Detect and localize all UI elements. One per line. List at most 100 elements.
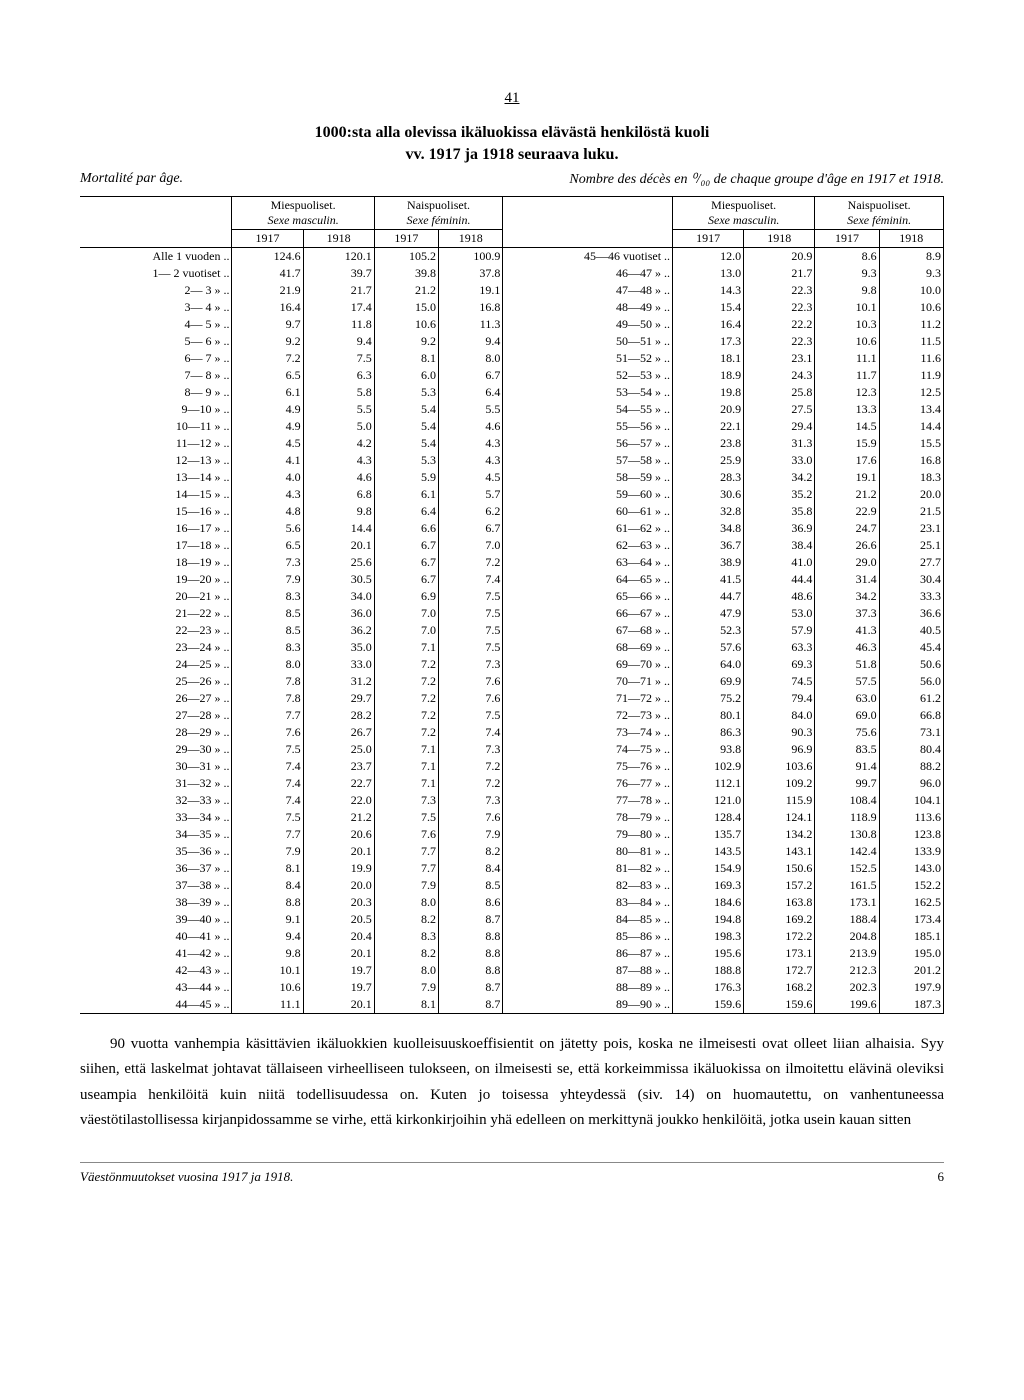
cell: 8.0 bbox=[374, 894, 438, 911]
header-female-fr-2: Sexe féminin. bbox=[847, 213, 911, 227]
cell: 4.1 bbox=[232, 452, 303, 469]
cell: 93.8 bbox=[673, 741, 744, 758]
cell: 22.1 bbox=[673, 418, 744, 435]
cell: 15.0 bbox=[374, 299, 438, 316]
table-row: 3— 4 » ..16.417.415.016.848—49 » ..15.42… bbox=[80, 299, 944, 316]
year-1917-f: 1917 bbox=[374, 229, 438, 247]
age-label: 51—52 » .. bbox=[503, 350, 673, 367]
cell: 36.7 bbox=[673, 537, 744, 554]
cell: 25.9 bbox=[673, 452, 744, 469]
cell: 168.2 bbox=[744, 979, 815, 996]
cell: 169.2 bbox=[744, 911, 815, 928]
header-female-2: Naispuoliset. bbox=[848, 198, 911, 212]
age-label: 58—59 » .. bbox=[503, 469, 673, 486]
age-label: 76—77 » .. bbox=[503, 775, 673, 792]
cell: 10.6 bbox=[815, 333, 879, 350]
cell: 21.7 bbox=[744, 265, 815, 282]
cell: 35.2 bbox=[744, 486, 815, 503]
cell: 9.8 bbox=[303, 503, 374, 520]
cell: 36.6 bbox=[879, 605, 943, 622]
cell: 10.1 bbox=[815, 299, 879, 316]
cell: 124.1 bbox=[744, 809, 815, 826]
cell: 8.7 bbox=[439, 996, 503, 1014]
cell: 8.5 bbox=[232, 622, 303, 639]
cell: 20.1 bbox=[303, 537, 374, 554]
cell: 10.6 bbox=[879, 299, 943, 316]
age-label: 36—37 » .. bbox=[80, 860, 232, 877]
table-row: 42—43 » ..10.119.78.08.887—88 » ..188.81… bbox=[80, 962, 944, 979]
cell: 8.9 bbox=[879, 247, 943, 265]
cell: 8.3 bbox=[374, 928, 438, 945]
table-row: 6— 7 » ..7.27.58.18.051—52 » ..18.123.11… bbox=[80, 350, 944, 367]
cell: 7.5 bbox=[232, 809, 303, 826]
cell: 5.7 bbox=[439, 486, 503, 503]
table-row: 36—37 » ..8.119.97.78.481—82 » ..154.915… bbox=[80, 860, 944, 877]
cell: 80.1 bbox=[673, 707, 744, 724]
cell: 29.7 bbox=[303, 690, 374, 707]
cell: 31.3 bbox=[744, 435, 815, 452]
age-label: 47—48 » .. bbox=[503, 282, 673, 299]
table-row: 38—39 » ..8.820.38.08.683—84 » ..184.616… bbox=[80, 894, 944, 911]
cell: 135.7 bbox=[673, 826, 744, 843]
cell: 31.4 bbox=[815, 571, 879, 588]
age-label: 89—90 » .. bbox=[503, 996, 673, 1014]
cell: 20.9 bbox=[744, 247, 815, 265]
cell: 23.8 bbox=[673, 435, 744, 452]
age-label: 31—32 » .. bbox=[80, 775, 232, 792]
cell: 11.6 bbox=[879, 350, 943, 367]
cell: 37.3 bbox=[815, 605, 879, 622]
page-number: 41 bbox=[80, 90, 944, 107]
cell: 113.6 bbox=[879, 809, 943, 826]
table-row: 31—32 » ..7.422.77.17.276—77 » ..112.110… bbox=[80, 775, 944, 792]
cell: 26.6 bbox=[815, 537, 879, 554]
cell: 163.8 bbox=[744, 894, 815, 911]
cell: 4.3 bbox=[439, 452, 503, 469]
cell: 7.0 bbox=[439, 537, 503, 554]
cell: 20.4 bbox=[303, 928, 374, 945]
cell: 41.0 bbox=[744, 554, 815, 571]
cell: 7.2 bbox=[232, 350, 303, 367]
table-row: 30—31 » ..7.423.77.17.275—76 » ..102.910… bbox=[80, 758, 944, 775]
cell: 7.8 bbox=[232, 690, 303, 707]
subtitle-row: Mortalité par âge. Nombre des décès en ⁰… bbox=[80, 171, 944, 188]
cell: 8.3 bbox=[232, 588, 303, 605]
table-row: 25—26 » ..7.831.27.27.670—71 » ..69.974.… bbox=[80, 673, 944, 690]
cell: 8.1 bbox=[232, 860, 303, 877]
cell: 6.8 bbox=[303, 486, 374, 503]
cell: 9.4 bbox=[303, 333, 374, 350]
cell: 7.4 bbox=[439, 724, 503, 741]
cell: 5.3 bbox=[374, 452, 438, 469]
cell: 5.5 bbox=[439, 401, 503, 418]
cell: 4.3 bbox=[303, 452, 374, 469]
cell: 7.1 bbox=[374, 741, 438, 758]
cell: 7.5 bbox=[439, 622, 503, 639]
header-male-fr-2: Sexe masculin. bbox=[708, 213, 779, 227]
year-1917-r: 1917 bbox=[673, 229, 744, 247]
cell: 25.0 bbox=[303, 741, 374, 758]
cell: 80.4 bbox=[879, 741, 943, 758]
age-label: 57—58 » .. bbox=[503, 452, 673, 469]
cell: 38.9 bbox=[673, 554, 744, 571]
table-row: 4— 5 » ..9.711.810.611.349—50 » ..16.422… bbox=[80, 316, 944, 333]
cell: 7.0 bbox=[374, 622, 438, 639]
cell: 21.2 bbox=[303, 809, 374, 826]
cell: 11.5 bbox=[879, 333, 943, 350]
table-row: 7— 8 » ..6.56.36.06.752—53 » ..18.924.31… bbox=[80, 367, 944, 384]
cell: 108.4 bbox=[815, 792, 879, 809]
age-label: 86—87 » .. bbox=[503, 945, 673, 962]
cell: 7.6 bbox=[439, 690, 503, 707]
cell: 161.5 bbox=[815, 877, 879, 894]
table-row: 43—44 » ..10.619.77.98.788—89 » ..176.31… bbox=[80, 979, 944, 996]
cell: 169.3 bbox=[673, 877, 744, 894]
cell: 16.4 bbox=[232, 299, 303, 316]
age-label: 13—14 » .. bbox=[80, 469, 232, 486]
age-label: 38—39 » .. bbox=[80, 894, 232, 911]
cell: 7.2 bbox=[439, 775, 503, 792]
cell: 11.2 bbox=[879, 316, 943, 333]
cell: 7.2 bbox=[439, 758, 503, 775]
cell: 159.6 bbox=[744, 996, 815, 1014]
age-label: 61—62 » .. bbox=[503, 520, 673, 537]
footer-right: 6 bbox=[938, 1169, 945, 1185]
cell: 21.2 bbox=[374, 282, 438, 299]
table-row: 39—40 » ..9.120.58.28.784—85 » ..194.816… bbox=[80, 911, 944, 928]
